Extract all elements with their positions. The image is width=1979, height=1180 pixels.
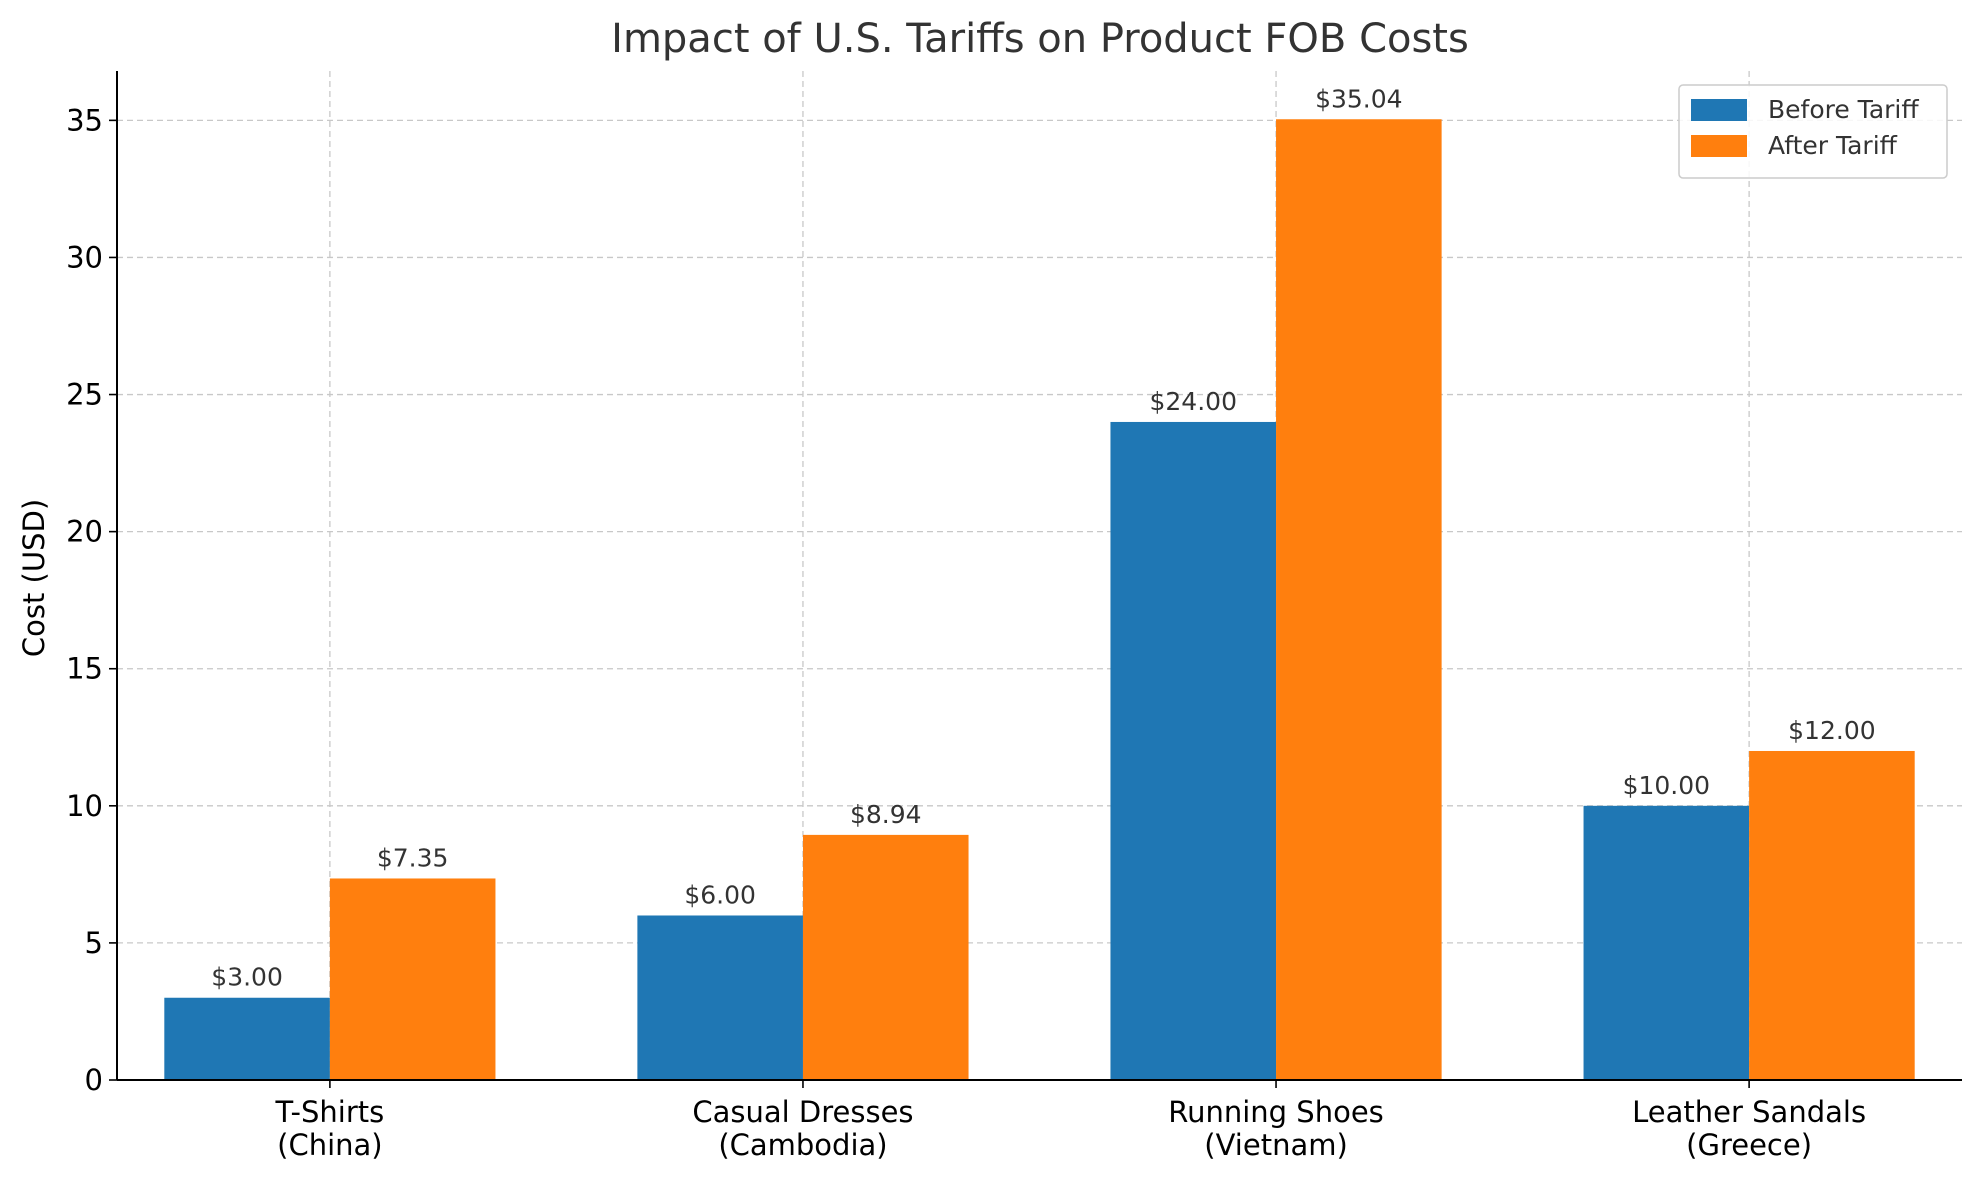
bar-after-tariff	[1276, 119, 1442, 1080]
x-tick-label: T-Shirts	[275, 1095, 385, 1129]
legend-label: After Tariff	[1768, 131, 1898, 160]
bar-after-tariff	[802, 834, 969, 1080]
bar-before-tariff	[1110, 421, 1277, 1080]
data-label: $35.04	[1315, 84, 1402, 113]
y-tick-label: 5	[85, 926, 103, 960]
y-tick-label: 0	[85, 1063, 103, 1097]
y-tick-label: 10	[66, 789, 103, 823]
data-label: $6.00	[684, 880, 756, 909]
bar-after-tariff	[329, 878, 496, 1080]
legend: Before Tariff After Tariff	[1678, 84, 1948, 179]
legend-label: Before Tariff	[1768, 95, 1919, 124]
bar-before-tariff	[1583, 805, 1750, 1080]
bar-before-tariff	[637, 915, 803, 1080]
chart-title: Impact of U.S. Tariffs on Product FOB Co…	[611, 16, 1469, 62]
legend-swatch-before-tariff	[1691, 99, 1747, 121]
x-tick-label: Leather Sandals	[1632, 1095, 1866, 1129]
x-tick-label-country: (Vietnam)	[1204, 1128, 1348, 1162]
y-tick-label: 30	[66, 240, 103, 274]
data-label: $3.00	[211, 963, 283, 992]
bars	[164, 119, 1915, 1080]
y-tick-label: 20	[66, 515, 103, 549]
axes	[109, 71, 1962, 1088]
x-tick-label: Casual Dresses	[692, 1095, 913, 1129]
bar-after-tariff	[1749, 750, 1915, 1080]
y-tick-label: 15	[66, 652, 103, 686]
legend-swatch-after-tariff	[1691, 135, 1747, 157]
y-tick-label: 25	[66, 378, 103, 412]
y-tick-label: 35	[66, 103, 103, 137]
x-tick-label: Running Shoes	[1168, 1095, 1384, 1129]
x-tick-label-country: (China)	[277, 1128, 382, 1162]
labels: 0 5 10 15 20 25 30 35 $3.00 $6.00 $24.00 $10.00 $7.3…	[66, 84, 1876, 1162]
data-label: $10.00	[1623, 771, 1710, 800]
y-axis-label: Cost (USD)	[17, 499, 51, 657]
bar-before-tariff	[164, 997, 330, 1080]
data-label: $12.00	[1788, 716, 1875, 745]
data-label: $7.35	[377, 843, 449, 872]
data-label: $24.00	[1150, 387, 1237, 416]
x-tick-label-country: (Greece)	[1686, 1128, 1812, 1162]
x-tick-label-country: (Cambodia)	[718, 1128, 887, 1162]
data-label: $8.94	[850, 800, 922, 829]
